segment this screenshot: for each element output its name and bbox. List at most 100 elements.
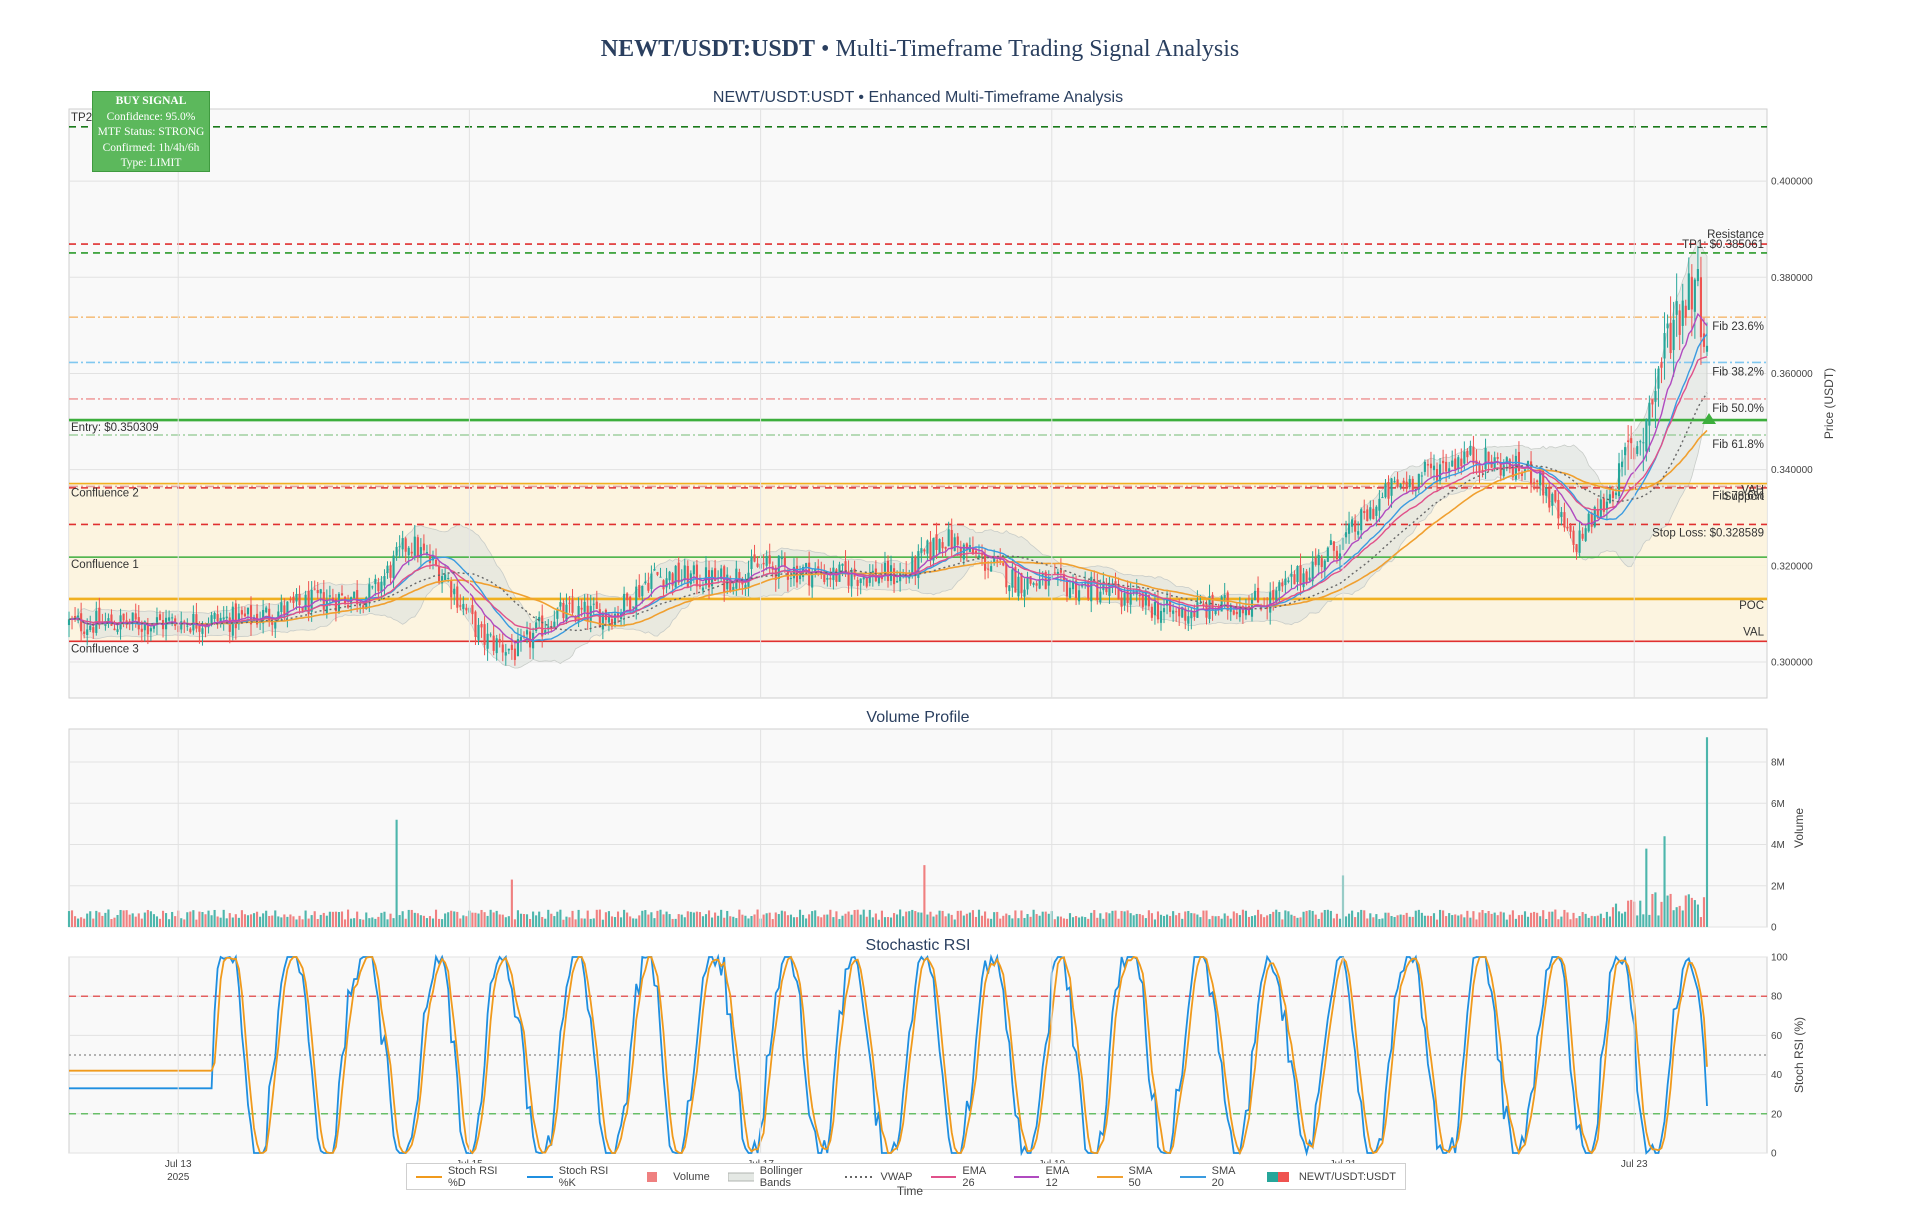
volume-bar: [1032, 909, 1035, 927]
candle-body: [1311, 561, 1314, 582]
volume-bar: [720, 909, 723, 927]
legend-line-icon: [415, 1175, 442, 1178]
candle-body: [1153, 601, 1156, 616]
volume-bar: [1423, 915, 1426, 927]
volume-bar: [1523, 911, 1527, 927]
volume-bar: [283, 914, 286, 927]
candle-body: [1323, 560, 1326, 571]
candle-body: [353, 591, 356, 598]
legend-item[interactable]: EMA 26: [930, 1165, 996, 1189]
volume-bar: [1466, 910, 1469, 927]
volume-bar: [1038, 915, 1041, 927]
volume-bar: [662, 914, 665, 927]
volume-bar: [987, 918, 990, 927]
volume-bar: [1375, 914, 1378, 927]
volume-bar: [1005, 913, 1008, 927]
legend-item[interactable]: SMA 50: [1096, 1165, 1162, 1189]
legend-line-icon: [526, 1175, 553, 1178]
volume-bar: [1229, 918, 1232, 927]
page-title-symbol: NEWT/USDT:USDT: [600, 36, 816, 62]
candle-body: [1351, 519, 1354, 527]
volume-bar: [1448, 913, 1451, 927]
legend-band-icon: [727, 1172, 754, 1181]
candle-body: [929, 541, 932, 560]
candle-body: [1463, 451, 1466, 464]
candle-body: [1117, 586, 1120, 600]
candle-body: [471, 605, 474, 615]
stoch-panel-title: Stochastic RSI: [866, 937, 971, 954]
volume-bar: [613, 917, 617, 927]
candle-body: [990, 566, 993, 572]
volume-bar: [404, 918, 407, 927]
y-tick-label: 80: [1771, 992, 1783, 1003]
legend-item[interactable]: SMA 20: [1179, 1165, 1245, 1189]
legend-item[interactable]: NEWT/USDT:USDT: [1263, 1170, 1396, 1184]
candle-body: [1581, 533, 1584, 539]
candle-body: [1487, 451, 1490, 462]
volume-bar: [583, 918, 586, 927]
volume-bar: [665, 911, 668, 927]
candle-body: [328, 595, 331, 597]
volume-bar: [695, 911, 698, 927]
y-tick-label: 0.340000: [1771, 465, 1813, 476]
volume-bar: [343, 919, 347, 927]
volume-bar: [1026, 914, 1029, 927]
candle-body: [1299, 565, 1302, 585]
candle-body: [122, 613, 125, 621]
candle-body: [1584, 528, 1587, 541]
candle-body: [1272, 590, 1275, 600]
candle-body: [1008, 585, 1011, 592]
legend-item[interactable]: EMA 12: [1013, 1165, 1079, 1189]
candle-body: [1511, 466, 1514, 478]
volume-bar: [974, 916, 978, 927]
candle-body: [844, 561, 847, 572]
level-label: Resistance: [1707, 229, 1764, 241]
candle-body: [516, 639, 519, 657]
volume-bar: [996, 911, 999, 927]
candle-body: [1596, 508, 1599, 519]
volume-bar: [1020, 910, 1023, 927]
candle-body: [1202, 603, 1205, 606]
volume-bar: [620, 917, 623, 927]
candle-body: [283, 605, 286, 615]
volume-bar: [704, 914, 708, 927]
legend-item[interactable]: Stoch RSI %D: [415, 1165, 509, 1189]
candle-body: [1451, 460, 1454, 467]
candle-body: [171, 617, 174, 619]
volume-bar: [340, 911, 344, 927]
volume-bar: [1533, 911, 1536, 927]
candle-body: [1223, 594, 1226, 599]
volume-bar: [1141, 915, 1144, 927]
legend-item[interactable]: Volume: [637, 1170, 710, 1184]
volume-bar: [1232, 911, 1235, 927]
volume-bar: [77, 918, 80, 927]
candle-body: [1014, 567, 1017, 593]
volume-bar: [556, 911, 559, 927]
volume-bar: [1493, 912, 1496, 927]
candle-body: [1426, 464, 1429, 466]
signal-line: Type: LIMIT: [120, 157, 182, 169]
volume-bar: [1257, 909, 1260, 927]
legend-item[interactable]: Stoch RSI %K: [526, 1165, 619, 1189]
legend-item[interactable]: Bollinger Bands: [727, 1165, 827, 1189]
x-tick-label: Jul 13: [165, 1159, 192, 1170]
candle-body: [535, 622, 538, 631]
candle-body: [1639, 441, 1642, 443]
candle-body: [1229, 607, 1232, 612]
candle-body: [883, 562, 887, 576]
volume-bar: [835, 911, 838, 927]
volume-bar: [1272, 911, 1275, 927]
legend-item[interactable]: VWAP: [844, 1170, 913, 1184]
candle-body: [407, 547, 410, 556]
volume-bar: [632, 918, 635, 927]
ema12-line: [68, 312, 1708, 644]
volume-bar: [292, 916, 295, 927]
volume-bar: [186, 912, 189, 927]
candle-body: [1187, 616, 1190, 624]
volume-bar: [1414, 910, 1417, 927]
volume-bar: [805, 918, 808, 927]
candle-body: [1220, 596, 1223, 612]
volume-bar: [926, 914, 929, 927]
candle-body: [207, 626, 210, 628]
volume-bar: [1317, 918, 1320, 927]
